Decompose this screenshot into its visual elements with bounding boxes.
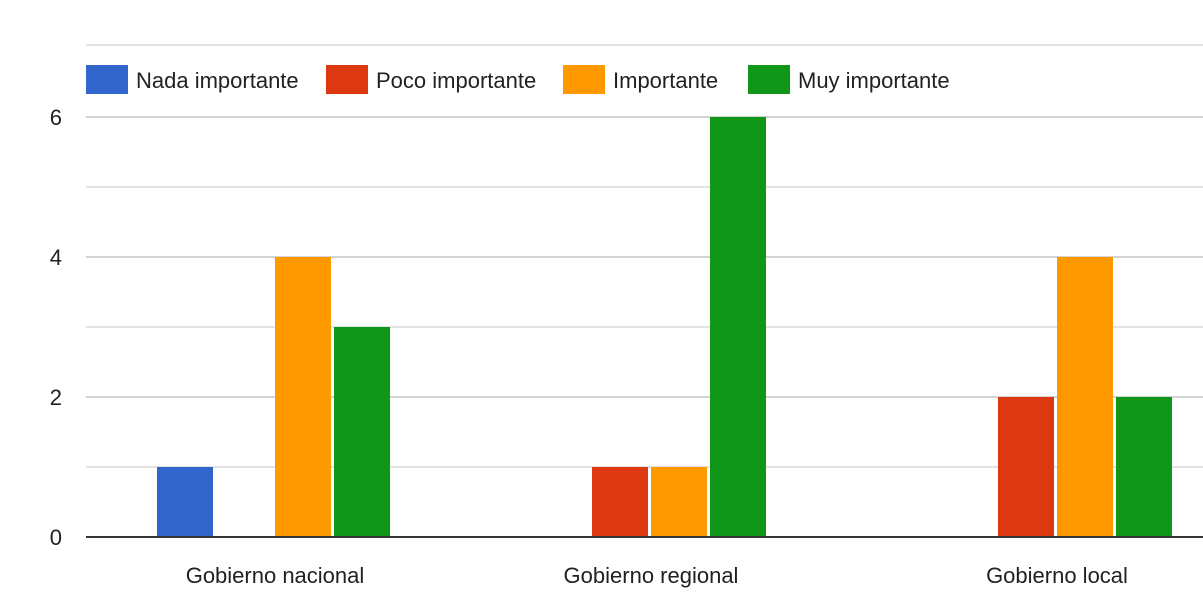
y-tick-label: 2 (50, 385, 62, 410)
x-category-label: Gobierno regional (564, 563, 739, 588)
legend-swatch (748, 65, 790, 94)
bar (275, 257, 331, 537)
y-tick-label: 6 (50, 105, 62, 130)
legend-label: Importante (613, 68, 718, 93)
bar (1057, 257, 1113, 537)
y-tick-label: 0 (50, 525, 62, 550)
legend-label: Nada importante (136, 68, 299, 93)
bar (1116, 397, 1172, 537)
x-category-label: Gobierno nacional (186, 563, 365, 588)
legend-label: Poco importante (376, 68, 536, 93)
x-category-label: Gobierno local (986, 563, 1128, 588)
legend-swatch (86, 65, 128, 94)
bar (334, 327, 390, 537)
legend: Nada importante Poco importante Importante… (86, 65, 950, 94)
bar (157, 467, 213, 537)
bar (592, 467, 648, 537)
bar (651, 467, 707, 537)
bar (710, 117, 766, 537)
legend-swatch (326, 65, 368, 94)
legend-label: Muy importante (798, 68, 950, 93)
legend-swatch (563, 65, 605, 94)
bar (998, 397, 1054, 537)
y-tick-label: 4 (50, 245, 62, 270)
